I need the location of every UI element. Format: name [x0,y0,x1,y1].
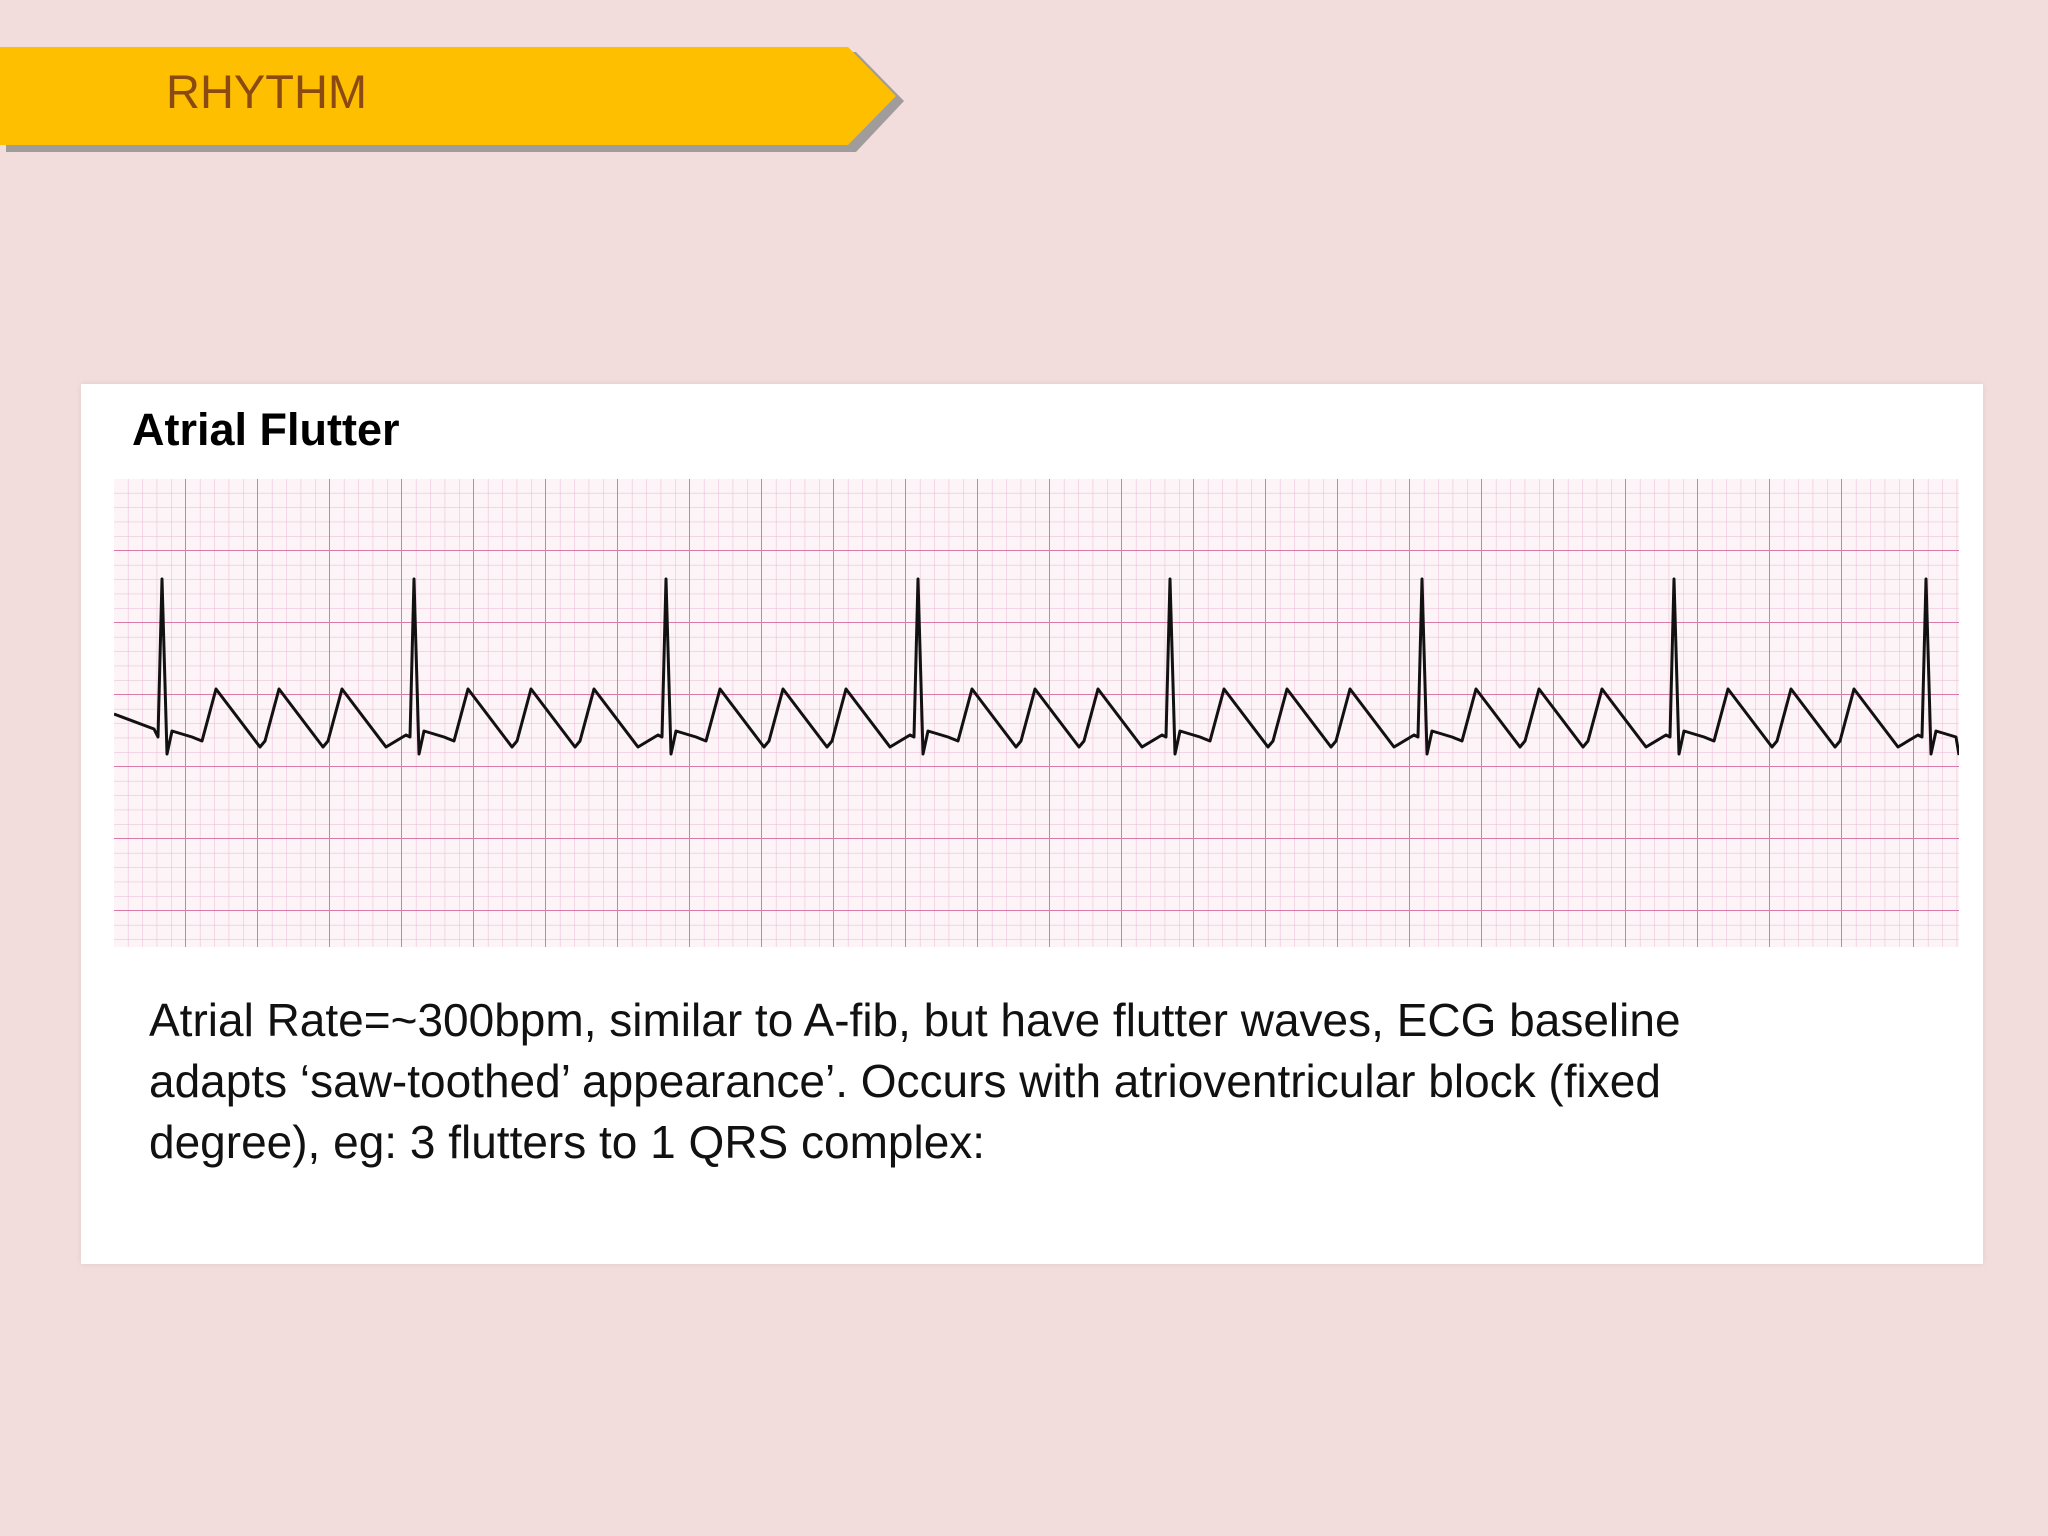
header-banner [0,47,904,152]
description-line: adapts ‘saw-toothed’ appearance’. Occurs… [149,1055,1661,1107]
header-title: RHYTHM [166,65,368,118]
content-card: Atrial Flutter Atrial Rate=~300bpm, simi… [81,384,1983,1264]
card-title: Atrial Flutter [132,404,400,455]
ecg-strip [114,479,1959,947]
ecg-trace [114,577,1959,756]
description: Atrial Rate=~300bpm, similar to A-fib, b… [149,990,1681,1173]
description-line: Atrial Rate=~300bpm, similar to A-fib, b… [149,994,1681,1046]
description-line: degree), eg: 3 flutters to 1 QRS complex… [149,1116,986,1168]
